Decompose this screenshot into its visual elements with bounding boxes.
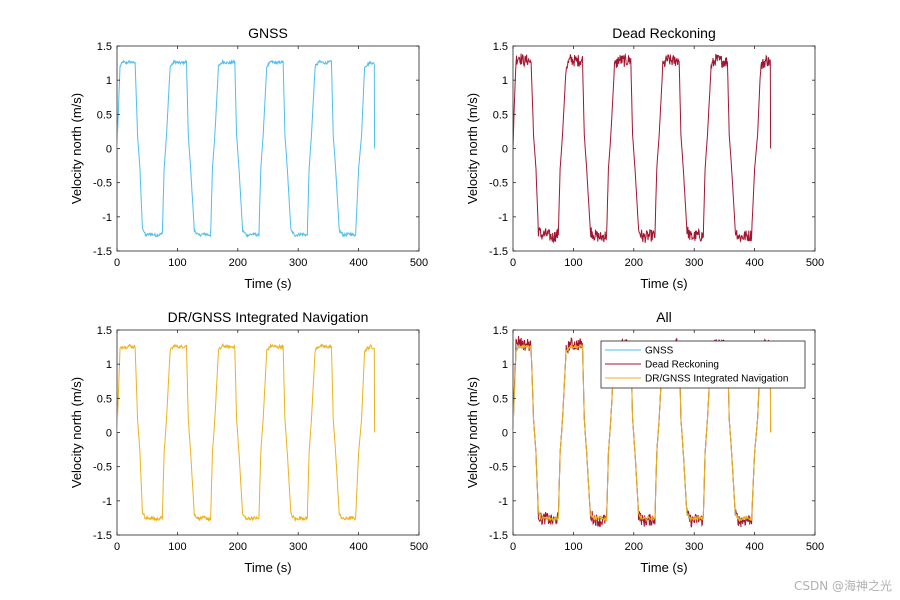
chart-3-ytick-label: 1	[106, 359, 112, 371]
chart-4-xtick-label: 300	[685, 541, 703, 553]
chart-1-ytick-label: -1	[102, 212, 112, 224]
chart-4-xtick-label: 400	[745, 541, 763, 553]
chart-1-xtick-label: 200	[229, 257, 247, 269]
chart-4-xtick-label: 0	[510, 541, 516, 553]
chart-3-xtick-label: 200	[229, 541, 247, 553]
chart-2-ytick-label: -1.5	[489, 246, 508, 258]
chart-2-xtick-label: 500	[806, 257, 824, 269]
chart-1-ytick-label: 1.5	[97, 41, 112, 53]
chart-4-ylabel: Velocity north (m/s)	[465, 377, 480, 488]
chart-2-ytick-label: 0	[502, 144, 508, 156]
chart-4-xlabel: Time (s)	[640, 560, 687, 575]
chart-1-title: GNSS	[248, 25, 288, 41]
chart-2-plot-area	[513, 52, 772, 244]
chart-3-xtick-label: 300	[289, 541, 307, 553]
chart-3-ytick-label: -0.5	[93, 462, 112, 474]
chart-4-ytick-label: -1	[498, 496, 508, 508]
legend-entry: DR/GNSS Integrated Navigation	[645, 374, 788, 385]
chart-1-axes-box	[116, 45, 420, 252]
chart-2-series-dead-reckoning	[513, 52, 772, 244]
chart-2-ytick-label: 0.5	[493, 109, 508, 121]
chart-2-axes-box	[512, 45, 816, 252]
chart-1-xtick-label: 500	[410, 257, 428, 269]
chart-2-xtick-label: 0	[510, 257, 516, 269]
chart-1-ytick-label: 1	[106, 75, 112, 87]
chart-2-xtick-label: 100	[564, 257, 582, 269]
chart-4-xtick-label: 100	[564, 541, 582, 553]
chart-3-axes-box	[116, 329, 420, 536]
chart-3-series-dr-gnss-integrated-navigation	[117, 342, 376, 523]
chart-4-ytick-label: 1	[502, 359, 508, 371]
chart-3-xlabel: Time (s)	[244, 560, 291, 575]
chart-3-plot-area	[117, 342, 376, 523]
chart-2-xtick-label: 300	[685, 257, 703, 269]
chart-2-ytick-label: -0.5	[489, 178, 508, 190]
chart-4-legend: GNSS Dead Reckoning DR/GNSS Integrated Nav…	[600, 340, 806, 389]
chart-3-ytick-label: -1.5	[93, 530, 112, 542]
chart-1-ytick-label: 0	[106, 144, 112, 156]
chart-1-ytick-label: 0.5	[97, 109, 112, 121]
chart-3-ylabel: Velocity north (m/s)	[69, 377, 84, 488]
chart-4-ytick-label: -0.5	[489, 462, 508, 474]
chart-4-title: All	[656, 309, 672, 325]
chart-3-ytick-label: 1.5	[97, 325, 112, 337]
chart-1-ytick-label: -1.5	[93, 246, 112, 258]
chart-1-ylabel: Velocity north (m/s)	[69, 93, 84, 204]
chart-1-xtick-label: 300	[289, 257, 307, 269]
chart-3-ytick-label: -1	[102, 496, 112, 508]
chart-3-xtick-label: 0	[114, 541, 120, 553]
chart-1-ytick-label: -0.5	[93, 178, 112, 190]
chart-3: 0 100 200 300 400 500 -1.5 -1 -0.5 0 0.5 1 1.5 DR/GNS…	[69, 309, 428, 575]
chart-4-xtick-label: 200	[625, 541, 643, 553]
chart-2-xtick-label: 200	[625, 257, 643, 269]
chart-4-ytick-label: 1.5	[493, 325, 508, 337]
chart-1: 0 100 200 300 400 500 -1.5 -1 -0.5 0 0.5 1 1.5 GNSS Ti…	[69, 25, 428, 291]
chart-1-xtick-label: 100	[168, 257, 186, 269]
chart-4-ytick-label: 0	[502, 428, 508, 440]
chart-1-xtick-label: 0	[114, 257, 120, 269]
chart-1-series-gnss	[117, 58, 376, 238]
chart-1-plot-area	[117, 58, 376, 238]
chart-4: 0 100 200 300 400 500 -1.5 -1 -0.5 0 0.5 1 1.5 All Tim…	[465, 309, 824, 575]
chart-1-xlabel: Time (s)	[244, 276, 291, 291]
chart-2-ytick-label: 1.5	[493, 41, 508, 53]
chart-2-ylabel: Velocity north (m/s)	[465, 93, 480, 204]
chart-3-title: DR/GNSS Integrated Navigation	[168, 309, 369, 325]
watermark: CSDN @海神之光	[793, 579, 892, 593]
chart-2-title: Dead Reckoning	[612, 25, 716, 41]
chart-3-xtick-label: 500	[410, 541, 428, 553]
chart-1-xtick-label: 400	[349, 257, 367, 269]
legend-entry: Dead Reckoning	[645, 360, 719, 371]
chart-3-ytick-label: 0	[106, 428, 112, 440]
chart-2: 0 100 200 300 400 500 -1.5 -1 -0.5 0 0.5 1 1.5 Dead R…	[465, 25, 824, 291]
chart-4-ytick-label: 0.5	[493, 393, 508, 405]
chart-2-ytick-label: -1	[498, 212, 508, 224]
chart-2-ytick-label: 1	[502, 75, 508, 87]
chart-4-xtick-label: 500	[806, 541, 824, 553]
chart-3-ytick-label: 0.5	[97, 393, 112, 405]
chart-2-xtick-label: 400	[745, 257, 763, 269]
chart-3-xtick-label: 100	[168, 541, 186, 553]
chart-3-xtick-label: 400	[349, 541, 367, 553]
legend-entry: GNSS	[645, 346, 674, 357]
chart-2-xlabel: Time (s)	[640, 276, 687, 291]
chart-4-ytick-label: -1.5	[489, 530, 508, 542]
